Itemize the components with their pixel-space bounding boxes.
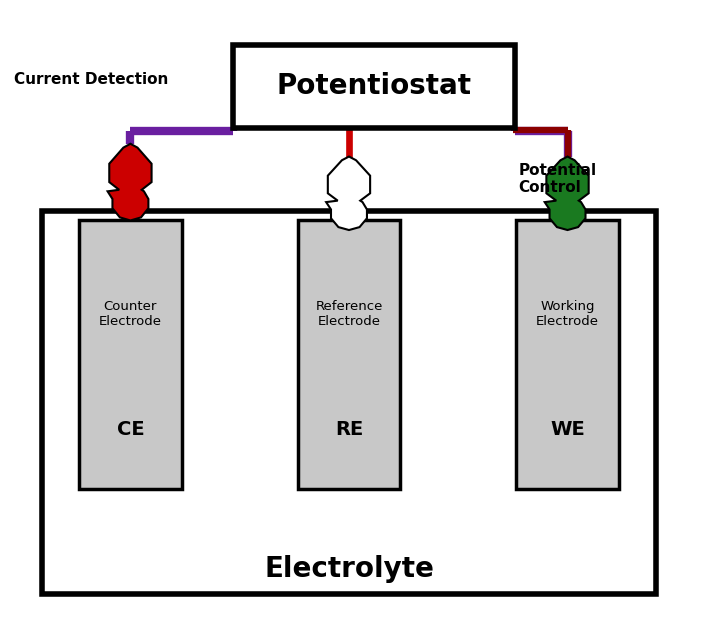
FancyBboxPatch shape <box>516 220 619 489</box>
Text: CE: CE <box>116 420 145 439</box>
Text: Counter
Electrode: Counter Electrode <box>99 300 162 328</box>
FancyBboxPatch shape <box>79 220 182 489</box>
Polygon shape <box>108 144 152 220</box>
Text: RE: RE <box>335 420 363 439</box>
FancyBboxPatch shape <box>298 220 400 489</box>
Text: Reference
Electrode: Reference Electrode <box>315 300 383 328</box>
FancyBboxPatch shape <box>42 211 656 594</box>
Text: Potentiostat: Potentiostat <box>276 72 471 100</box>
Text: Working
Electrode: Working Electrode <box>536 300 599 328</box>
FancyBboxPatch shape <box>233 45 515 128</box>
Text: Electrolyte: Electrolyte <box>264 555 434 583</box>
Text: Current Detection: Current Detection <box>14 72 168 88</box>
Polygon shape <box>326 157 370 230</box>
Text: Potential
Control: Potential Control <box>518 163 596 195</box>
Polygon shape <box>545 157 589 230</box>
Text: WE: WE <box>550 420 585 439</box>
